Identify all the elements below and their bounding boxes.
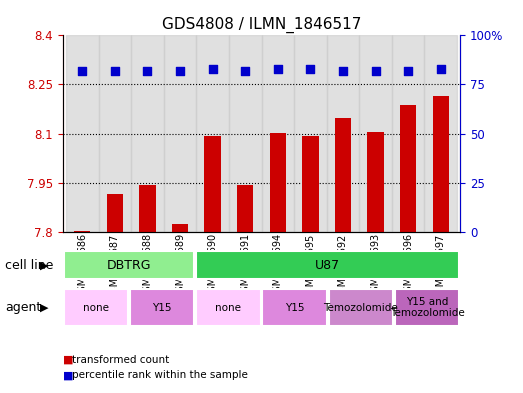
Bar xyxy=(302,136,319,232)
Bar xyxy=(392,35,424,232)
Bar xyxy=(424,35,457,232)
Bar xyxy=(196,251,459,279)
Bar xyxy=(130,289,194,326)
Text: DBTRG: DBTRG xyxy=(107,259,151,272)
Bar xyxy=(433,96,449,232)
Title: GDS4808 / ILMN_1846517: GDS4808 / ILMN_1846517 xyxy=(162,17,361,33)
Bar xyxy=(335,118,351,232)
Text: none: none xyxy=(83,303,109,312)
Bar xyxy=(131,35,164,232)
Point xyxy=(176,68,184,74)
Bar xyxy=(262,35,294,232)
Bar xyxy=(204,136,221,232)
Point xyxy=(371,68,380,74)
Bar xyxy=(172,224,188,232)
Text: transformed count: transformed count xyxy=(72,354,169,365)
Bar xyxy=(294,35,327,232)
Text: U87: U87 xyxy=(315,259,340,272)
Text: Y15 and
Temozolomide: Y15 and Temozolomide xyxy=(390,297,464,318)
Bar xyxy=(196,35,229,232)
Bar xyxy=(367,132,384,232)
Bar xyxy=(359,35,392,232)
Point xyxy=(306,66,314,72)
Bar xyxy=(164,35,196,232)
Point xyxy=(143,68,152,74)
Bar xyxy=(327,35,359,232)
Bar xyxy=(74,231,90,232)
Text: ▶: ▶ xyxy=(40,260,49,270)
Point xyxy=(78,68,86,74)
Text: ■: ■ xyxy=(63,370,73,380)
Point xyxy=(274,66,282,72)
Bar xyxy=(263,289,327,326)
Point xyxy=(339,68,347,74)
Bar xyxy=(107,194,123,232)
Bar xyxy=(196,289,260,326)
Point xyxy=(241,68,249,74)
Text: none: none xyxy=(215,303,242,312)
Text: Y15: Y15 xyxy=(285,303,304,312)
Text: agent: agent xyxy=(5,301,41,314)
Bar xyxy=(395,289,459,326)
Bar xyxy=(66,35,99,232)
Text: Y15: Y15 xyxy=(152,303,172,312)
Bar xyxy=(99,35,131,232)
Bar xyxy=(64,289,128,326)
Text: cell line: cell line xyxy=(5,259,53,272)
Text: ▶: ▶ xyxy=(40,303,49,312)
Bar xyxy=(270,133,286,232)
Text: Temozolomide: Temozolomide xyxy=(324,303,398,312)
Bar xyxy=(237,185,253,232)
Bar xyxy=(400,105,416,232)
Bar xyxy=(229,35,262,232)
Bar xyxy=(329,289,393,326)
Text: ■: ■ xyxy=(63,354,73,365)
Point xyxy=(437,66,445,72)
Bar xyxy=(64,251,194,279)
Point xyxy=(111,68,119,74)
Point xyxy=(209,66,217,72)
Point xyxy=(404,68,412,74)
Text: percentile rank within the sample: percentile rank within the sample xyxy=(72,370,248,380)
Bar xyxy=(139,185,156,232)
